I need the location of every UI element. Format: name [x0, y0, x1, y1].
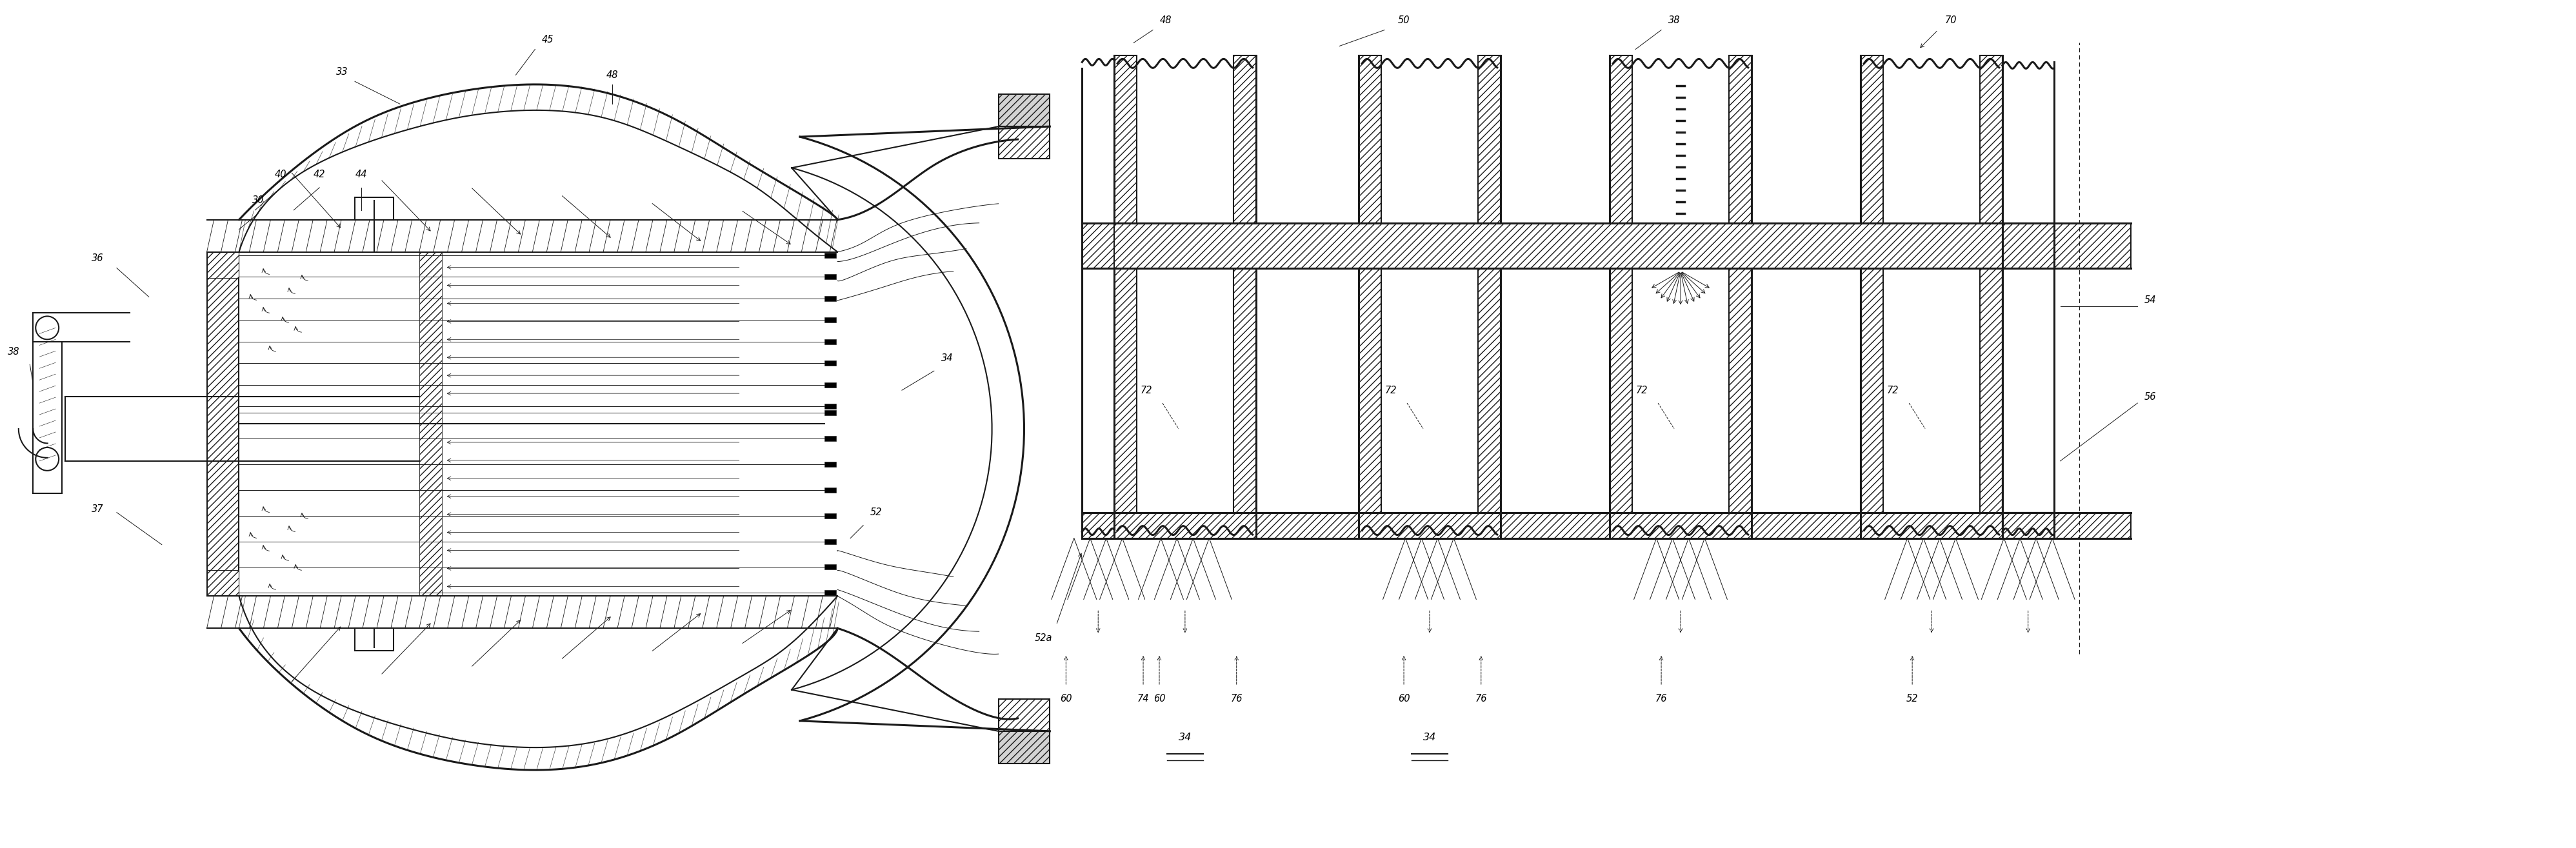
Text: 34: 34	[940, 354, 953, 363]
Text: 50: 50	[1399, 15, 1409, 25]
Bar	[824, 488, 837, 493]
Text: 48: 48	[1159, 15, 1172, 25]
Text: 72: 72	[1141, 385, 1151, 395]
Text: 60: 60	[1154, 695, 1164, 704]
Bar	[1115, 512, 2130, 538]
Bar	[824, 296, 837, 301]
Text: 44: 44	[355, 170, 368, 180]
Bar	[824, 513, 837, 518]
Bar	[999, 699, 1051, 731]
Text: 72: 72	[1888, 385, 1899, 395]
Bar	[824, 360, 837, 365]
Text: 76: 76	[1231, 695, 1242, 704]
Text: 76: 76	[1656, 695, 1667, 704]
Bar	[1115, 223, 2130, 268]
Bar	[1082, 512, 1115, 538]
Bar	[824, 590, 837, 595]
Text: 45: 45	[541, 35, 554, 44]
Text: 74: 74	[1136, 695, 1149, 704]
Bar	[824, 339, 837, 344]
Bar	[1981, 56, 2002, 223]
Text: 37: 37	[93, 505, 103, 514]
Bar	[999, 731, 1051, 763]
Bar	[1358, 56, 1381, 223]
Bar	[355, 198, 394, 220]
Text: 52a: 52a	[1036, 633, 1054, 643]
Bar	[1479, 56, 1499, 223]
Bar	[824, 461, 837, 466]
Text: 34: 34	[1422, 733, 1435, 743]
Bar	[824, 382, 837, 388]
Text: 38: 38	[1669, 15, 1680, 25]
Text: 33: 33	[335, 67, 348, 76]
Bar	[824, 404, 837, 409]
Bar	[1234, 56, 1257, 223]
Text: 52: 52	[871, 508, 881, 517]
Bar	[1981, 268, 2002, 538]
Bar	[1234, 268, 1257, 538]
Text: 40: 40	[276, 170, 286, 180]
Text: 48: 48	[605, 70, 618, 80]
Text: 72: 72	[1636, 385, 1649, 395]
Bar	[824, 253, 837, 258]
Text: 38: 38	[8, 347, 21, 356]
Bar	[1860, 268, 1883, 538]
Bar	[2002, 223, 2053, 268]
Text: 72: 72	[1386, 385, 1396, 395]
Text: 56: 56	[2143, 392, 2156, 401]
Bar	[824, 538, 837, 544]
Bar	[824, 565, 837, 570]
Text: 60: 60	[1059, 695, 1072, 704]
Text: 60: 60	[1399, 695, 1409, 704]
Bar	[999, 94, 1051, 126]
Bar	[824, 317, 837, 322]
Bar	[1479, 268, 1499, 538]
Text: 30: 30	[252, 196, 265, 205]
Bar	[824, 274, 837, 279]
Bar	[420, 252, 440, 596]
Text: 34: 34	[1177, 733, 1193, 743]
Text: 54: 54	[2143, 295, 2156, 305]
Bar	[1115, 268, 1136, 538]
Bar	[206, 252, 240, 277]
Text: 52: 52	[1906, 695, 1919, 704]
Text: 42: 42	[314, 170, 325, 180]
Bar	[1082, 223, 1115, 268]
Bar	[1610, 56, 1633, 223]
Text: 70: 70	[1945, 15, 1958, 25]
Bar	[824, 410, 837, 416]
Bar	[1610, 268, 1633, 538]
Bar	[1115, 56, 1136, 223]
Bar	[355, 628, 394, 650]
Bar	[1358, 268, 1381, 538]
Bar	[999, 126, 1051, 159]
Text: 76: 76	[1476, 695, 1486, 704]
Bar	[1860, 56, 1883, 223]
Bar	[206, 571, 240, 596]
Bar	[206, 252, 240, 596]
Bar	[2002, 512, 2053, 538]
Bar	[1728, 56, 1752, 223]
Bar	[824, 436, 837, 441]
Bar	[1728, 268, 1752, 538]
Text: 36: 36	[93, 254, 103, 263]
